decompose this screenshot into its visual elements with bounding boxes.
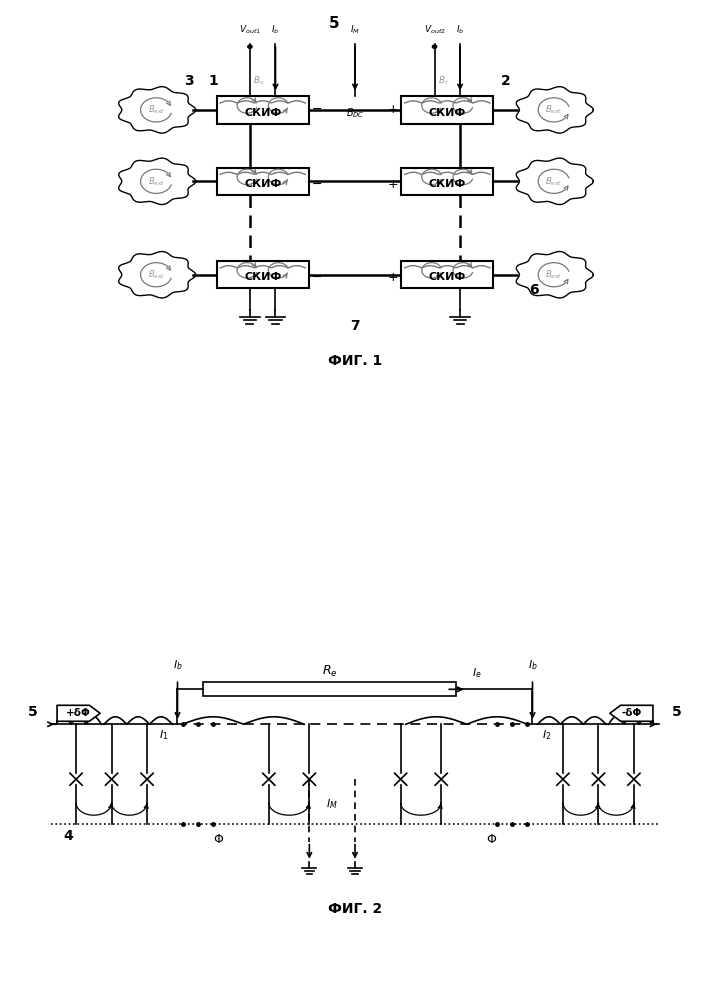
Text: 1: 1 <box>208 74 218 88</box>
Text: $B_{ext}$: $B_{ext}$ <box>545 104 562 116</box>
Polygon shape <box>516 158 594 205</box>
Text: +: + <box>388 103 398 117</box>
Bar <box>401 96 493 124</box>
Text: +: + <box>388 271 398 284</box>
Polygon shape <box>119 252 196 298</box>
Bar <box>217 261 309 289</box>
Text: $B_r$: $B_r$ <box>438 74 449 87</box>
Text: 5: 5 <box>329 16 339 31</box>
Text: 5: 5 <box>672 704 682 719</box>
Polygon shape <box>119 158 196 205</box>
Polygon shape <box>57 705 100 721</box>
Bar <box>217 168 309 195</box>
Text: $B_{DC}$: $B_{DC}$ <box>346 106 364 120</box>
Text: 4: 4 <box>64 829 73 843</box>
Polygon shape <box>516 87 594 133</box>
Text: СКИФ: СКИФ <box>429 179 466 189</box>
Polygon shape <box>516 252 594 298</box>
Bar <box>401 168 493 195</box>
Text: $I_b$: $I_b$ <box>173 658 182 672</box>
Text: СКИФ: СКИФ <box>244 179 281 189</box>
Text: $I_b$: $I_b$ <box>528 658 537 672</box>
Text: $I_b$: $I_b$ <box>271 23 280 36</box>
Text: 7: 7 <box>350 319 360 333</box>
Text: −: − <box>312 271 322 284</box>
Text: −: − <box>312 178 322 191</box>
Text: +δΦ: +δΦ <box>66 708 91 718</box>
Text: $V_{out1}$: $V_{out1}$ <box>239 23 261 36</box>
Text: СКИФ: СКИФ <box>244 108 281 118</box>
Text: 3: 3 <box>185 74 195 88</box>
Text: 5: 5 <box>28 704 38 719</box>
Text: СКИФ: СКИФ <box>244 273 281 283</box>
Bar <box>203 682 457 696</box>
Text: -δΦ: -δΦ <box>621 708 642 718</box>
Text: $B_{ext}$: $B_{ext}$ <box>148 175 165 188</box>
Text: $B_{ext}$: $B_{ext}$ <box>545 175 562 188</box>
Polygon shape <box>119 87 196 133</box>
Polygon shape <box>610 705 653 721</box>
Text: $I_M$: $I_M$ <box>350 23 360 36</box>
Text: $\Phi$: $\Phi$ <box>212 833 224 846</box>
Text: $V_{out2}$: $V_{out2}$ <box>424 23 445 36</box>
Text: +: + <box>388 178 398 191</box>
Bar <box>217 96 309 124</box>
Text: −: − <box>312 103 322 117</box>
Text: ФИГ. 2: ФИГ. 2 <box>328 902 382 916</box>
Text: $B_v$: $B_v$ <box>253 74 265 87</box>
Text: $I_b$: $I_b$ <box>456 23 464 36</box>
Text: $\Phi$: $\Phi$ <box>486 833 498 846</box>
Text: $I_M$: $I_M$ <box>327 797 338 810</box>
Circle shape <box>432 45 437 48</box>
Text: ФИГ. 1: ФИГ. 1 <box>328 355 382 369</box>
Text: $I_2$: $I_2$ <box>542 728 551 742</box>
Text: СКИФ: СКИФ <box>429 273 466 283</box>
Text: 2: 2 <box>501 74 510 88</box>
Text: $I_e$: $I_e$ <box>472 666 481 680</box>
Text: $B_{ext}$: $B_{ext}$ <box>148 269 165 281</box>
Text: $B_{ext}$: $B_{ext}$ <box>545 269 562 281</box>
Text: $R_e$: $R_e$ <box>322 664 337 679</box>
Bar <box>401 261 493 289</box>
Text: $B_{ext}$: $B_{ext}$ <box>148 104 165 116</box>
Text: 6: 6 <box>529 283 539 297</box>
Text: $I_1$: $I_1$ <box>159 728 168 742</box>
Circle shape <box>248 45 252 48</box>
Text: СКИФ: СКИФ <box>429 108 466 118</box>
